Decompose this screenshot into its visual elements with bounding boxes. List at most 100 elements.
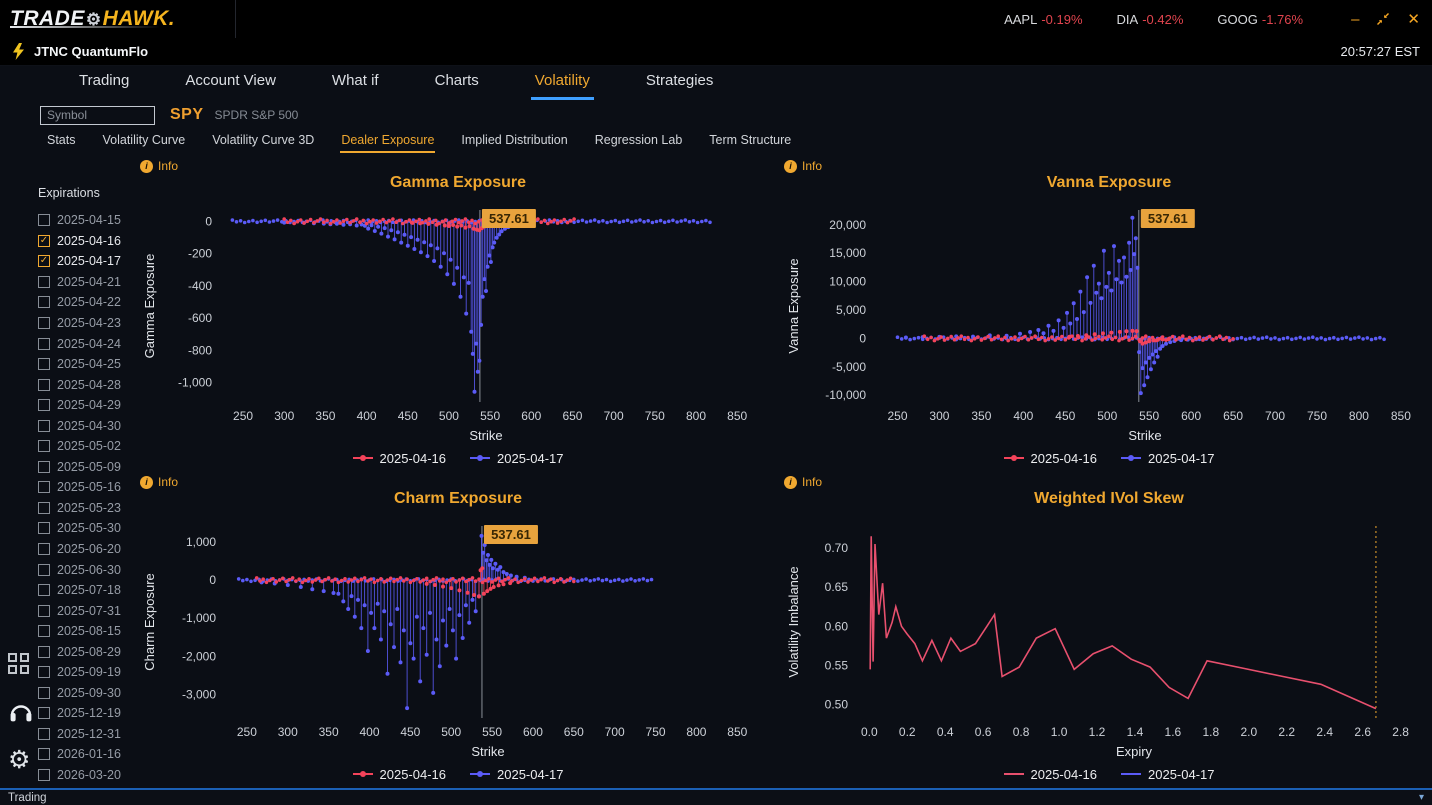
subtab-volatility-curve[interactable]: Volatility Curve: [102, 133, 186, 147]
layout-grid-icon[interactable]: [8, 653, 30, 675]
legend-item-2025-04-16[interactable]: 2025-04-16: [1003, 451, 1097, 466]
expiration-checkbox[interactable]: ✓: [38, 645, 50, 658]
expiration-checkbox[interactable]: ✓: [38, 399, 50, 412]
expiration-checkbox[interactable]: ✓: [38, 522, 50, 535]
minimize-button[interactable]: –: [1351, 10, 1360, 28]
subtab-term-structure[interactable]: Term Structure: [709, 133, 792, 147]
expiration-checkbox[interactable]: ✓: [38, 358, 50, 371]
expiration-checkbox[interactable]: ✓: [38, 604, 50, 617]
expiration-checkbox[interactable]: ✓: [38, 769, 50, 782]
expiration-2025-08-15[interactable]: ✓ 2025-08-15: [38, 621, 140, 642]
expiration-checkbox[interactable]: ✓: [38, 584, 50, 597]
legend-item-2025-04-17[interactable]: 2025-04-17: [1121, 767, 1215, 782]
expiration-2025-04-24[interactable]: ✓ 2025-04-24: [38, 333, 140, 354]
expiration-2025-04-28[interactable]: ✓ 2025-04-28: [38, 374, 140, 395]
symbol-input[interactable]: [40, 105, 155, 125]
svg-text:-800: -800: [188, 343, 212, 357]
subtab-dealer-exposure[interactable]: Dealer Exposure: [340, 130, 436, 153]
expiration-2025-05-09[interactable]: ✓ 2025-05-09: [38, 457, 140, 478]
expiration-checkbox[interactable]: ✓: [38, 501, 50, 514]
expiration-checkbox[interactable]: ✓: [38, 666, 50, 679]
expiration-2025-05-30[interactable]: ✓ 2025-05-30: [38, 518, 140, 539]
subtab-volatility-curve-3d[interactable]: Volatility Curve 3D: [212, 133, 315, 147]
expiration-2025-09-19[interactable]: ✓ 2025-09-19: [38, 662, 140, 683]
restore-button[interactable]: [1376, 12, 1390, 26]
expiration-2025-05-02[interactable]: ✓ 2025-05-02: [38, 436, 140, 457]
legend-item-2025-04-17[interactable]: 2025-04-17: [470, 451, 564, 466]
tab-volatility[interactable]: Volatility: [530, 66, 594, 100]
charm-info-button[interactable]: i Info: [140, 474, 776, 490]
expiration-2025-08-29[interactable]: ✓ 2025-08-29: [38, 641, 140, 662]
expiration-2025-04-25[interactable]: ✓ 2025-04-25: [38, 354, 140, 375]
expiration-2025-12-31[interactable]: ✓ 2025-12-31: [38, 724, 140, 745]
expiration-2025-12-19[interactable]: ✓ 2025-12-19: [38, 703, 140, 724]
legend-item-2025-04-17[interactable]: 2025-04-17: [1121, 451, 1215, 466]
vanna-exposure-chart[interactable]: 20,000 15,000 10,000 5,000 0 -5,000 -10,000 250…: [784, 196, 1432, 448]
expiration-2025-07-18[interactable]: ✓ 2025-07-18: [38, 580, 140, 601]
gamma-info-button[interactable]: i Info: [140, 158, 776, 174]
expiration-checkbox[interactable]: ✓: [38, 214, 50, 227]
svg-text:5,000: 5,000: [836, 303, 866, 317]
charm-exposure-chart[interactable]: 1,000 0 -1,000 -2,000 -3,000 250 300 350 400 450 5…: [140, 512, 768, 764]
expiration-2025-04-17[interactable]: ✓ 2025-04-17: [38, 251, 140, 272]
expiration-2025-04-15[interactable]: ✓ 2025-04-15: [38, 210, 140, 231]
expiration-2025-04-29[interactable]: ✓ 2025-04-29: [38, 395, 140, 416]
svg-text:600: 600: [521, 409, 541, 423]
expiration-2025-04-16[interactable]: ✓ 2025-04-16: [38, 231, 140, 252]
expiration-checkbox[interactable]: ✓: [38, 563, 50, 576]
expiration-2025-04-21[interactable]: ✓ 2025-04-21: [38, 272, 140, 293]
subtab-regression-lab[interactable]: Regression Lab: [594, 133, 683, 147]
expiration-checkbox[interactable]: ✓: [38, 337, 50, 350]
legend-item-2025-04-16[interactable]: 2025-04-16: [1003, 767, 1097, 782]
status-dropdown-caret[interactable]: ▾: [1418, 792, 1424, 803]
gamma-exposure-chart[interactable]: 0 -200 -400 -600 -800 -1,000 250 300 350 400 450 50…: [140, 196, 768, 448]
vanna-info-button[interactable]: i Info: [784, 158, 1432, 174]
legend-item-2025-04-16[interactable]: 2025-04-16: [352, 451, 446, 466]
legend-item-2025-04-16[interactable]: 2025-04-16: [352, 767, 446, 782]
legend-item-2025-04-17[interactable]: 2025-04-17: [470, 767, 564, 782]
expiration-checkbox[interactable]: ✓: [38, 481, 50, 494]
expiration-checkbox[interactable]: ✓: [38, 234, 50, 247]
expiration-checkbox[interactable]: ✓: [38, 543, 50, 556]
expiration-checkbox[interactable]: ✓: [38, 419, 50, 432]
subtab-implied-distribution[interactable]: Implied Distribution: [461, 133, 568, 147]
expiration-2025-04-22[interactable]: ✓ 2025-04-22: [38, 292, 140, 313]
expiration-2025-09-30[interactable]: ✓ 2025-09-30: [38, 683, 140, 704]
chart-panel-gamma: i Info Gamma Exposure 0 -200 -400 -600 -800 -…: [140, 156, 776, 472]
subtab-stats[interactable]: Stats: [47, 133, 76, 147]
expiration-2025-05-23[interactable]: ✓ 2025-05-23: [38, 498, 140, 519]
expiration-checkbox[interactable]: ✓: [38, 275, 50, 288]
expiration-2025-04-23[interactable]: ✓ 2025-04-23: [38, 313, 140, 334]
tab-what-if[interactable]: What if: [331, 72, 379, 89]
expiration-checkbox[interactable]: ✓: [38, 707, 50, 720]
expiration-2026-01-16[interactable]: ✓ 2026-01-16: [38, 744, 140, 765]
expiration-checkbox[interactable]: ✓: [38, 686, 50, 699]
expiration-2025-06-20[interactable]: ✓ 2025-06-20: [38, 539, 140, 560]
skew-info-button[interactable]: i Info: [784, 474, 1432, 490]
tab-trading[interactable]: Trading: [79, 72, 130, 89]
svg-text:750: 750: [646, 725, 666, 739]
tab-strategies[interactable]: Strategies: [645, 72, 714, 89]
expiration-checkbox[interactable]: ✓: [38, 296, 50, 309]
tab-charts[interactable]: Charts: [434, 72, 479, 89]
tab-account-view[interactable]: Account View: [185, 72, 276, 89]
headphones-icon[interactable]: [8, 699, 34, 723]
expiration-checkbox[interactable]: ✓: [38, 440, 50, 453]
expiration-2025-06-30[interactable]: ✓ 2025-06-30: [38, 559, 140, 580]
expiration-checkbox[interactable]: ✓: [38, 625, 50, 638]
expiration-2025-07-31[interactable]: ✓ 2025-07-31: [38, 600, 140, 621]
expiration-2025-04-30[interactable]: ✓ 2025-04-30: [38, 415, 140, 436]
expiration-checkbox[interactable]: ✓: [38, 748, 50, 761]
expiration-checkbox[interactable]: ✓: [38, 255, 50, 268]
expiration-checkbox[interactable]: ✓: [38, 378, 50, 391]
expiration-checkbox[interactable]: ✓: [38, 317, 50, 329]
title-bar: TRADE⚙HAWK. AAPL -0.19% DIA -0.42% GOOG -1.76…: [0, 0, 1432, 38]
expiration-checkbox[interactable]: ✓: [38, 727, 50, 740]
expiration-date: 2025-08-15: [57, 624, 121, 639]
expiration-2026-03-20[interactable]: ✓ 2026-03-20: [38, 765, 140, 786]
expiration-checkbox[interactable]: ✓: [38, 460, 50, 473]
expiration-2025-05-16[interactable]: ✓ 2025-05-16: [38, 477, 140, 498]
close-button[interactable]: ✕: [1407, 10, 1420, 28]
weighted-ivol-skew-chart[interactable]: 0.70 0.65 0.60 0.55 0.50 0.0 0.2 0.4 0.6 0.8 1.0 1.…: [784, 512, 1432, 764]
settings-gear-icon[interactable]: ⚙: [8, 746, 31, 774]
